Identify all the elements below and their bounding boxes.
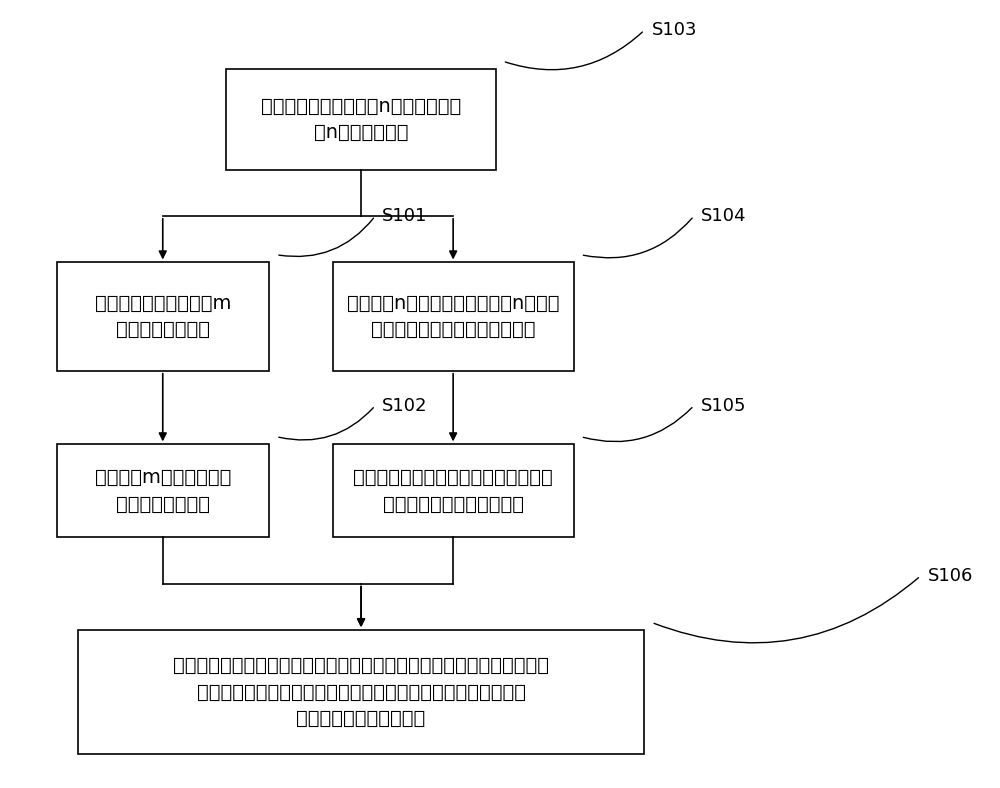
Text: 根据所述m个超宽带定位
数据获取位置数据: 根据所述m个超宽带定位 数据获取位置数据 — [95, 468, 231, 514]
Text: 将所述合成数据与预设全局地图进行局
部匹配，得到第一位姿数据: 将所述合成数据与预设全局地图进行局 部匹配，得到第一位姿数据 — [353, 468, 553, 514]
FancyBboxPatch shape — [57, 262, 269, 371]
Text: S102: S102 — [382, 396, 428, 414]
FancyBboxPatch shape — [333, 262, 574, 371]
Text: S105: S105 — [701, 396, 747, 414]
FancyBboxPatch shape — [78, 630, 644, 754]
FancyBboxPatch shape — [333, 444, 574, 537]
FancyBboxPatch shape — [226, 69, 496, 169]
Text: 收集原地旋转过程中的n个传感器数据
和n个里程计数据: 收集原地旋转过程中的n个传感器数据 和n个里程计数据 — [261, 96, 461, 142]
Text: S103: S103 — [651, 21, 697, 39]
Text: 收集原地旋转过程中的m
个超宽带定位数据: 收集原地旋转过程中的m 个超宽带定位数据 — [95, 294, 231, 340]
Text: S104: S104 — [701, 207, 747, 225]
Text: 当所述合成数据与所述预设全局地图之间的匹配度大于预设匹配度阈值，
并且所述第一位姿数据与所述位置数据之间的距离小于预设距离
阈值时，判定重定位成功: 当所述合成数据与所述预设全局地图之间的匹配度大于预设匹配度阈值， 并且所述第一位… — [173, 656, 549, 728]
FancyBboxPatch shape — [57, 444, 269, 537]
Text: S101: S101 — [382, 207, 428, 225]
Text: S106: S106 — [928, 567, 973, 585]
Text: 根据所述n个里程计数据对所述n个传感
器数据进行拼接，得到合成数据: 根据所述n个里程计数据对所述n个传感 器数据进行拼接，得到合成数据 — [347, 294, 559, 340]
